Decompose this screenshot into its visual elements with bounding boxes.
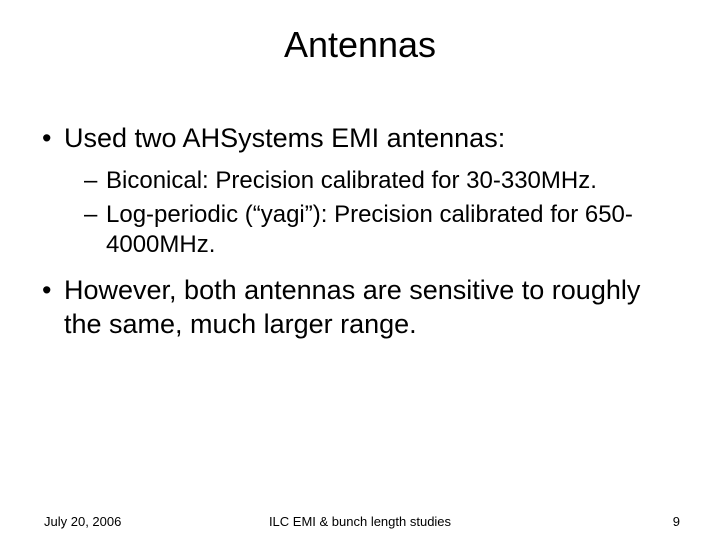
footer-center: ILC EMI & bunch length studies <box>0 514 720 529</box>
bullet-item: However, both antennas are sensitive to … <box>38 274 682 342</box>
slide: Antennas Used two AHSystems EMI antennas… <box>0 0 720 540</box>
footer-page-number: 9 <box>673 514 680 529</box>
slide-title: Antennas <box>0 0 720 74</box>
bullet-subitem: Log-periodic (“yagi”): Precision calibra… <box>38 200 682 260</box>
slide-content: Used two AHSystems EMI antennas: Biconic… <box>0 74 720 341</box>
bullet-subitem: Biconical: Precision calibrated for 30-3… <box>38 166 682 196</box>
bullet-item: Used two AHSystems EMI antennas: <box>38 122 682 156</box>
